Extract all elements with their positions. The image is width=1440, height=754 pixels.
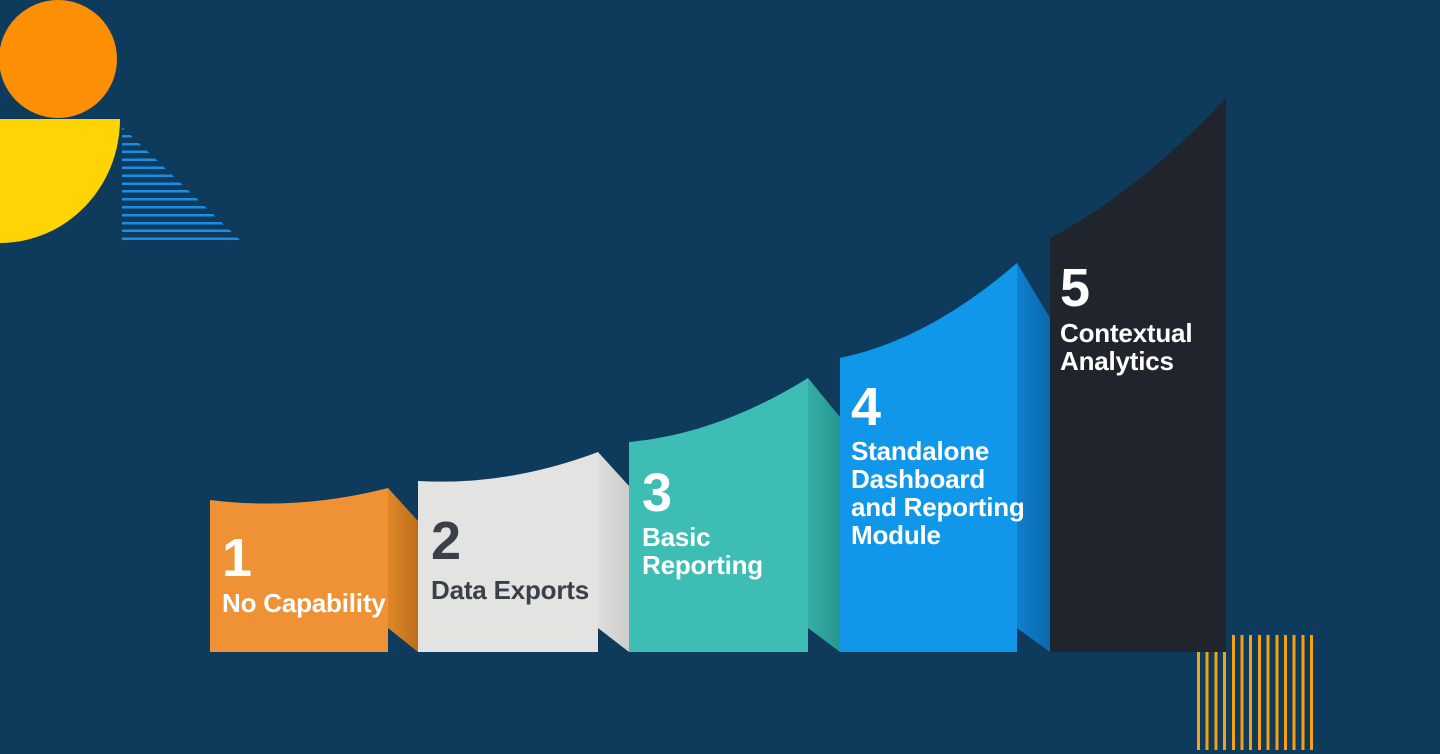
step-1-panel [210,488,388,652]
step-3-fold [808,378,840,652]
step-1-fold [388,488,418,652]
step-4-number: 4 [851,377,882,437]
step-1-number: 1 [222,528,253,588]
step-5-panel [1050,98,1226,652]
step-1-label: No Capability [222,588,386,618]
step-2-number: 2 [431,511,462,571]
step-2-panel [418,452,598,652]
step-3-number: 3 [642,463,673,523]
step-3-panel [629,378,808,652]
step-4-panel [840,263,1017,652]
step-4-label: Standalone Dashboard and Reporting Modul… [851,436,1025,550]
step-5-number: 5 [1060,258,1091,318]
step-4-fold [1017,263,1050,652]
step-3-label: Basic Reporting [642,522,763,580]
step-2-fold [598,452,629,652]
step-5-label: Contextual Analytics [1060,318,1193,376]
orange-circle-decoration [0,0,117,118]
step-2-label: Data Exports [431,575,589,605]
orange-vertical-stripes-decoration [1197,635,1315,750]
